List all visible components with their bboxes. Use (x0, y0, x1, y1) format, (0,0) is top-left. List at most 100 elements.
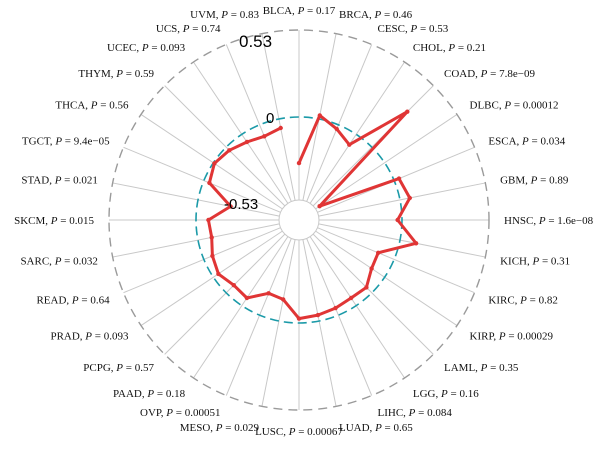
category-label-kirc: KIRC, P = 0.82 (488, 295, 557, 307)
category-label-kich: KICH, P = 0.31 (500, 256, 570, 268)
data-point-dlbc (317, 204, 322, 209)
spoke-gbm (318, 182, 486, 217)
category-label-pcpg: PCPG, P = 0.57 (83, 362, 154, 374)
category-label-skcm: SKCM, P = 0.015 (14, 215, 94, 227)
spoke-paad (193, 236, 289, 379)
spoke-ucs (225, 44, 292, 202)
zero-ring (195, 116, 403, 324)
data-point-laml (364, 285, 369, 290)
spoke-chol (309, 61, 405, 204)
category-label-lusc: LUSC, P = 0.00067 (255, 426, 343, 438)
category-label-gbm: GBM, P = 0.89 (500, 174, 569, 186)
spoke-cesc (306, 44, 373, 202)
data-point-read (210, 253, 215, 259)
data-point-pcpg (231, 283, 236, 288)
radar-spokes (109, 30, 489, 410)
data-point-thym (227, 148, 232, 153)
data-point-chol (347, 142, 352, 147)
data-point-ucs (262, 134, 267, 139)
category-label-cesc: CESC, P = 0.53 (378, 23, 449, 35)
spoke-ovp (225, 238, 292, 396)
data-point-gbm (407, 195, 412, 201)
data-point-kirp (369, 266, 374, 271)
category-label-stad: STAD, P = 0.021 (21, 174, 98, 186)
spoke-ucec (193, 61, 289, 204)
category-labels: BLCA, P = 0.17 BRCA, P = 0.46 CESC, P = 0.… (14, 5, 594, 438)
spoke-pcpg (164, 233, 286, 355)
data-point-uvm (278, 125, 283, 131)
data-point-sarc (209, 235, 214, 240)
data-point-meso (281, 297, 286, 302)
data-point-thca (212, 161, 217, 166)
category-label-thca: THCA, P = 0.56 (55, 99, 129, 111)
category-label-ucec: UCEC, P = 0.093 (107, 42, 186, 54)
spoke-read (123, 227, 281, 294)
data-point-skcm (206, 217, 211, 223)
data-point-coad (405, 109, 410, 114)
spoke-lihc (306, 238, 373, 396)
spoke-stad (112, 182, 280, 217)
category-label-dlbc: DLBC, P = 0.00012 (470, 99, 559, 111)
spoke-prad (140, 230, 283, 326)
spoke-thca (140, 114, 283, 210)
category-label-esca: ESCA, P = 0.034 (488, 135, 565, 147)
spoke-lgg (309, 236, 405, 379)
data-point-kich (413, 241, 419, 246)
data-point-kirc (376, 250, 381, 255)
data-point-lgg (348, 295, 354, 301)
category-label-paad: PAAD, P = 0.18 (113, 388, 186, 400)
spoke-laml (312, 233, 434, 355)
data-point-lihc (333, 305, 338, 311)
data-point-blca (296, 160, 302, 166)
spoke-sarc (112, 223, 280, 258)
data-point-esca (396, 176, 402, 181)
category-label-thym: THYM, P = 0.59 (78, 68, 154, 80)
spoke-dlbc (315, 114, 458, 210)
category-label-blca: BLCA, P = 0.17 (263, 5, 336, 17)
data-point-brca (317, 113, 322, 118)
outer-ring (108, 29, 490, 411)
category-label-luad: LUAD, P = 0.65 (339, 422, 413, 434)
category-label-lgg: LGG, P = 0.16 (413, 388, 479, 400)
category-label-lihc: LIHC, P = 0.084 (378, 407, 453, 419)
scale-label-middle: 0 (266, 110, 274, 127)
scale-label-inner: -0.53 (224, 196, 258, 213)
data-point-ovp (266, 291, 271, 296)
spoke-coad (312, 85, 434, 207)
data-point-paad (244, 295, 250, 301)
spoke-kich (318, 223, 486, 258)
category-label-read: READ, P = 0.64 (36, 295, 110, 307)
series-points (206, 109, 419, 321)
category-label-brca: BRCA, P = 0.46 (339, 9, 413, 21)
category-label-prad: PRAD, P = 0.093 (50, 331, 129, 343)
category-label-uvm: UVM, P = 0.83 (190, 9, 259, 21)
spoke-tgct (123, 146, 281, 213)
data-point-stad (228, 204, 233, 209)
category-label-hnsc: HNSC, P = 1.6e−08 (504, 215, 594, 227)
category-label-sarc: SARC, P = 0.032 (20, 256, 97, 268)
spoke-thym (164, 85, 286, 207)
data-point-ucec (244, 139, 250, 145)
category-label-laml: LAML, P = 0.35 (444, 362, 519, 374)
category-label-meso: MESO, P = 0.029 (180, 422, 260, 434)
spoke-kirc (317, 227, 475, 294)
spoke-luad (302, 239, 337, 407)
scale-label-outer: 0.53 (239, 32, 272, 51)
data-point-tgct (207, 180, 212, 186)
category-label-kirp: KIRP, P = 0.00029 (470, 331, 554, 343)
category-label-coad: COAD, P = 7.8e−09 (444, 68, 535, 80)
inner-ring (278, 199, 320, 241)
series-line (206, 110, 418, 321)
data-point-luad (315, 312, 321, 318)
spoke-kirp (315, 230, 458, 326)
spoke-uvm (261, 33, 296, 201)
data-point-lusc (296, 316, 302, 321)
data-point-cesc (334, 126, 339, 132)
category-label-chol: CHOL, P = 0.21 (413, 42, 486, 54)
category-label-ucs: UCS, P = 0.74 (156, 23, 221, 35)
category-label-ovp: OVP, P = 0.00051 (140, 407, 221, 419)
category-label-tgct: TGCT, P = 9.4e−05 (22, 135, 110, 147)
spoke-meso (261, 239, 296, 407)
data-point-prad (216, 271, 221, 277)
